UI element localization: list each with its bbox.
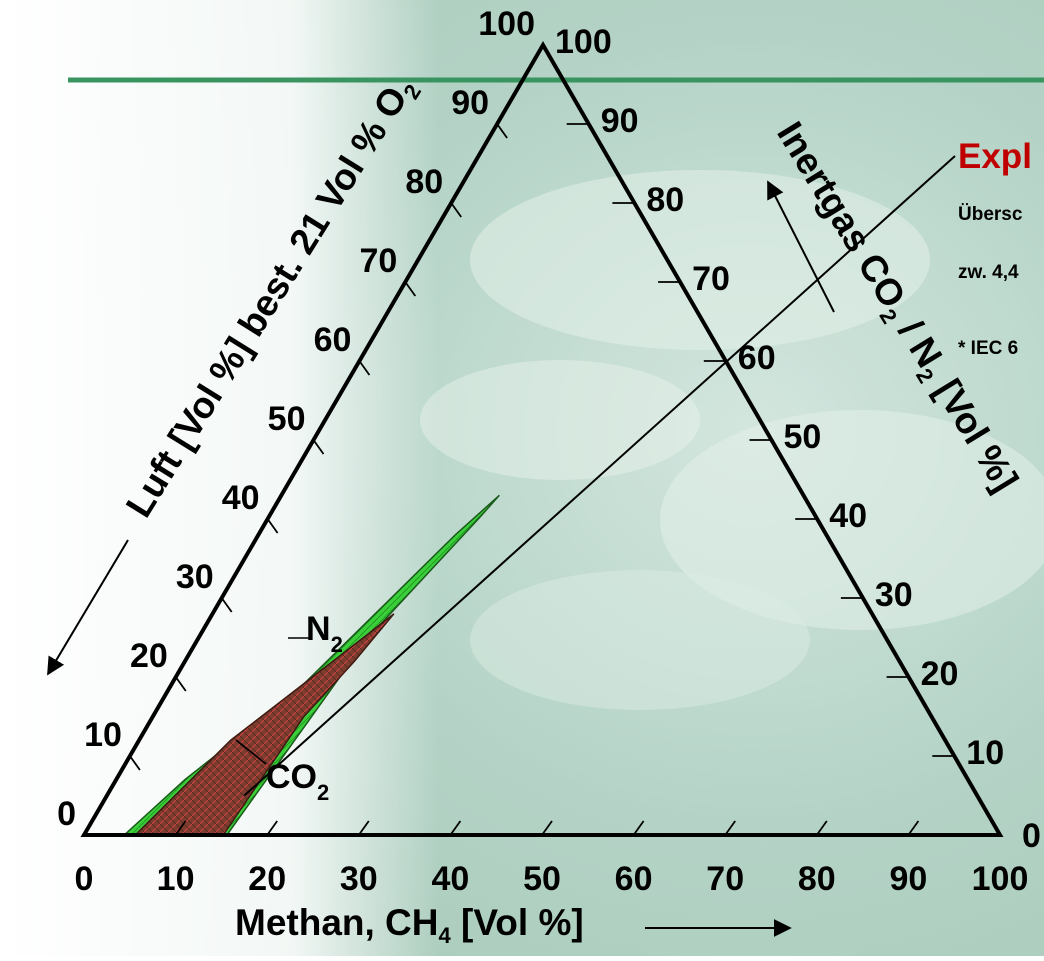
side-panel-line: * IEC 6: [958, 338, 1018, 359]
tick-label-inert: 0: [1022, 817, 1041, 855]
tick-label-air: 50: [268, 400, 306, 438]
tick-label-air: 40: [222, 479, 260, 517]
tick-methane: [266, 820, 278, 836]
arrow-inert: [767, 180, 835, 313]
tick-label-methane: 0: [75, 860, 94, 898]
tick-air: [404, 281, 417, 297]
region-label-co2: CO2: [266, 758, 329, 805]
arrow-air: [47, 539, 129, 676]
tick-methane: [724, 820, 736, 836]
leader-co2: [235, 739, 267, 765]
tick-air: [312, 439, 325, 455]
tick-label-air: 30: [176, 558, 214, 596]
tick-label-methane: 60: [615, 860, 653, 898]
tick-air: [220, 597, 233, 613]
tick-label-inert: 80: [646, 181, 684, 219]
tick-air: [450, 202, 462, 218]
tick-label-inert: 50: [784, 418, 822, 456]
tick-label-air: 0: [57, 795, 76, 833]
axis-title-methane: Methan, CH4 [Vol %]: [235, 902, 584, 948]
side-panel-title: Expl: [958, 137, 1032, 176]
tick-label-methane: 50: [523, 860, 561, 898]
tick-label-inert: 40: [829, 497, 867, 535]
tick-methane: [358, 820, 370, 836]
tick-label-inert: 30: [875, 576, 913, 614]
tick-air: [496, 123, 508, 139]
tick-air: [129, 755, 141, 771]
tick-label-methane: 100: [972, 860, 1029, 898]
tick-methane: [816, 820, 828, 836]
tick-air: [266, 518, 279, 534]
tick-label-methane: 90: [889, 860, 927, 898]
tick-label-inert: 90: [601, 102, 639, 140]
tick-label-air: 60: [314, 321, 352, 359]
tick-label-methane: 80: [798, 860, 836, 898]
region-label-n2: N2: [306, 610, 343, 657]
tick-label-inert: 60: [738, 339, 776, 377]
region-co2: [133, 613, 395, 836]
tick-label-air: 10: [84, 716, 122, 754]
tick-label-methane: 70: [706, 860, 744, 898]
tick-label-methane: 20: [248, 860, 286, 898]
tick-label-methane: 30: [340, 860, 378, 898]
tick-label-methane: 10: [157, 860, 195, 898]
tick-air: [175, 676, 187, 692]
tick-label-methane: 40: [431, 860, 469, 898]
tick-label-air: 80: [405, 163, 443, 201]
side-panel-line: Übersc: [958, 204, 1023, 225]
tick-label-inert: 20: [921, 655, 959, 693]
tick-methane: [907, 820, 920, 836]
tick-methane: [174, 820, 187, 836]
side-panel-line: zw. 4,4: [958, 262, 1019, 283]
tick-label-air: 70: [359, 242, 397, 280]
tick-methane: [541, 820, 553, 836]
guide-line: [243, 155, 956, 797]
tick-label-air: 90: [451, 84, 489, 122]
tick-label-inert: 10: [966, 734, 1004, 772]
tick-label-inert: 70: [692, 260, 730, 298]
tick-air: [358, 360, 371, 376]
tick-label-inert: 100: [555, 23, 612, 61]
tick-methane: [449, 820, 462, 836]
tick-label-air: 20: [130, 637, 168, 675]
tick-methane: [632, 820, 645, 836]
tick-label-air: 100: [478, 5, 535, 43]
